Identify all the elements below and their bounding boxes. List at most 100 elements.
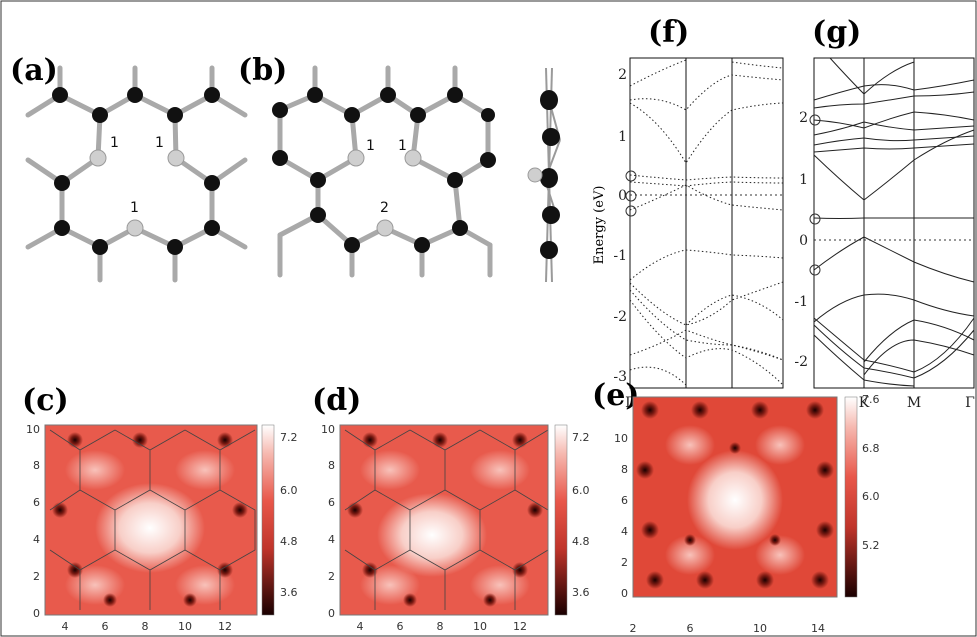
panel-e-label: (e) <box>592 378 639 413</box>
side-view-atoms <box>540 90 560 259</box>
panel-d-yticks: 0 2 4 6 8 10 <box>321 423 335 620</box>
panel-e-ytick-4: 4 <box>621 525 628 538</box>
panel-g-ytick-m2: -2 <box>794 354 808 370</box>
panel-g-ytick-2: 2 <box>799 110 808 126</box>
panel-e-xtick-6: 6 <box>687 622 694 635</box>
panel-e-cbar-76: 7.6 <box>862 393 880 406</box>
panel-c-cbar-72: 7.2 <box>280 431 298 444</box>
panel-g-ytick-m1: -1 <box>794 294 808 310</box>
panel-c: (c) 0 2 4 6 8 10 <box>22 383 298 633</box>
panel-b-atoms <box>272 87 496 253</box>
panel-d: (d) 0 2 4 6 8 10 <box>312 383 590 633</box>
panel-c-cbar-ticks: 7.2 6.0 4.8 3.6 <box>280 431 298 599</box>
panel-e-yticks: 0 2 4 6 8 10 <box>614 432 628 600</box>
panel-e-ytick-8: 8 <box>621 463 628 476</box>
panel-a-site-1a: 1 <box>110 135 119 151</box>
panel-c-cbar-48: 4.8 <box>280 535 298 548</box>
panel-d-ytick-6: 6 <box>328 496 335 509</box>
panel-e: (e) 0 2 4 6 8 10 2 6 <box>592 378 880 635</box>
panel-c-ytick-6: 6 <box>33 496 40 509</box>
panel-d-ytick-10: 10 <box>321 423 335 436</box>
panel-a-label: (a) <box>10 53 58 88</box>
panel-f-ytick-0: 0 <box>618 188 627 204</box>
panel-c-xtick-8: 8 <box>142 620 149 633</box>
panel-c-xtick-4: 4 <box>62 620 69 633</box>
panel-g-label: (g) <box>812 15 861 50</box>
panel-f-yticks: 2 1 0 -1 -2 -3 <box>613 67 627 385</box>
panel-c-axes <box>44 424 258 616</box>
panel-c-ytick-4: 4 <box>33 533 40 546</box>
panel-d-cbar-48: 4.8 <box>572 535 590 548</box>
panel-e-colorbar <box>844 396 858 598</box>
panel-d-cbar-36: 3.6 <box>572 586 590 599</box>
panel-g-ytick-0: 0 <box>799 233 808 249</box>
panel-g-kpoint-K: K <box>859 395 870 411</box>
panel-d-xtick-12: 12 <box>513 620 527 633</box>
panel-c-hex-grid <box>49 429 256 610</box>
panel-d-cbar-ticks: 7.2 6.0 4.8 3.6 <box>572 431 590 599</box>
side-view <box>527 67 561 283</box>
panel-f-ylabel: Energy (eV) <box>592 186 607 265</box>
panel-f-kpoint-gamma1: Γ <box>625 395 635 411</box>
panel-d-xtick-6: 6 <box>397 620 404 633</box>
panel-g-ytick-1: 1 <box>799 172 808 188</box>
panel-b-label: (b) <box>238 53 287 88</box>
panel-e-cbar-68: 6.8 <box>862 442 880 455</box>
panel-e-xticks: 2 6 10 14 <box>630 622 826 635</box>
panel-c-cbar-36: 3.6 <box>280 586 298 599</box>
panel-b-site-1b: 1 <box>398 138 407 154</box>
panel-d-cbar-60: 6.0 <box>572 484 590 497</box>
panel-c-label: (c) <box>22 383 69 418</box>
panel-c-yticks: 0 2 4 6 8 10 <box>26 423 40 620</box>
panel-d-cbar-72: 7.2 <box>572 431 590 444</box>
panel-c-xticks: 4 6 8 10 12 <box>62 620 233 633</box>
panel-a-atoms <box>52 87 220 255</box>
panel-f-ytick-2: 2 <box>618 67 627 83</box>
panel-c-xtick-12: 12 <box>218 620 232 633</box>
panel-c-ytick-2: 2 <box>33 570 40 583</box>
panel-d-colorbar <box>554 424 568 616</box>
panel-f-axes <box>629 57 784 389</box>
panel-d-ytick-2: 2 <box>328 570 335 583</box>
panel-c-ytick-10: 10 <box>26 423 40 436</box>
panel-f-ytick-1: 1 <box>618 129 627 145</box>
panel-d-ytick-4: 4 <box>328 533 335 546</box>
panel-c-ytick-8: 8 <box>33 459 40 472</box>
panel-a-defect-atoms <box>89 149 185 237</box>
panel-g-kpoint-M: M <box>907 395 921 411</box>
panel-c-xtick-6: 6 <box>102 620 109 633</box>
panel-e-axes <box>632 396 838 598</box>
panel-f-bands <box>629 59 784 386</box>
panel-g-axes <box>813 57 975 389</box>
panel-e-map <box>633 397 837 597</box>
panel-d-xticks: 4 6 8 10 12 <box>357 620 528 633</box>
panel-a-site-1c: 1 <box>130 200 139 216</box>
panel-b-site-2: 2 <box>380 200 389 216</box>
panel-f-label: (f) <box>648 15 689 50</box>
panel-c-cbar-60: 6.0 <box>280 484 298 497</box>
panel-e-ytick-6: 6 <box>621 494 628 507</box>
panel-c-colorbar <box>261 424 275 616</box>
panel-f-markers <box>625 170 637 217</box>
panel-e-xtick-14: 14 <box>811 622 825 635</box>
panel-f: (f) Energy (eV) 2 1 0 -1 -2 -3 Γ K M Γ <box>592 15 788 411</box>
panel-e-ytick-2: 2 <box>621 556 628 569</box>
panel-a: (a) 1 1 1 <box>10 53 248 283</box>
panel-d-xtick-4: 4 <box>357 620 364 633</box>
side-view-defect-atom <box>527 167 543 183</box>
panel-c-map <box>45 425 257 615</box>
panel-g-kpoint-gamma2: Γ <box>965 395 975 411</box>
panel-d-ytick-8: 8 <box>328 459 335 472</box>
panel-e-xtick-2: 2 <box>630 622 637 635</box>
panel-d-axes <box>339 424 549 616</box>
panel-a-site-1b: 1 <box>155 135 164 151</box>
panel-f-ytick-m2: -2 <box>613 309 627 325</box>
panel-d-hex-grid <box>344 429 548 610</box>
panel-d-ytick-0: 0 <box>328 607 335 620</box>
panel-d-label: (d) <box>312 383 361 418</box>
panel-f-ytick-m1: -1 <box>613 248 627 264</box>
panel-c-xtick-10: 10 <box>178 620 192 633</box>
panel-e-ytick-10: 10 <box>614 432 628 445</box>
